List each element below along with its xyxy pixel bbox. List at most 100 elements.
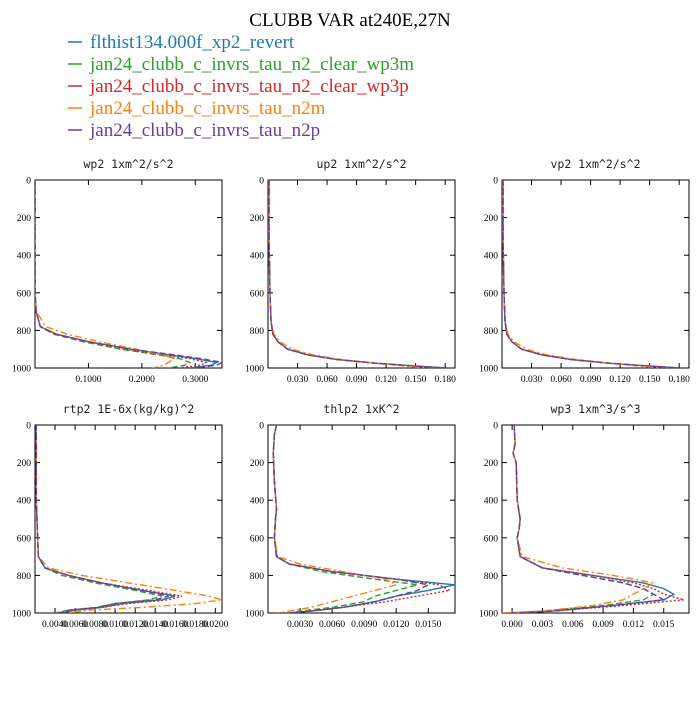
x-tick-label: 0.060 (550, 375, 572, 385)
series-line (502, 180, 670, 368)
series-line (35, 180, 219, 368)
series-line (268, 180, 446, 368)
figure-title: CLUBB VAR at240E,27N (249, 10, 451, 31)
x-tick-label: 0.2000 (129, 375, 155, 385)
y-tick-label: 0 (26, 177, 31, 187)
y-tick-label: 400 (484, 497, 499, 507)
x-tick-label: 0.060 (316, 375, 338, 385)
series-line (35, 425, 169, 613)
y-tick-label: 800 (484, 572, 499, 582)
series-line (502, 180, 680, 368)
x-tick-label: 0.0090 (351, 620, 377, 630)
x-tick-label: 0.0120 (122, 620, 148, 630)
x-tick-label: 0.0180 (182, 620, 208, 630)
series-line (268, 180, 446, 368)
legend-entry: jan24_clubb_c_invrs_tau_n2_clear_wp3m (89, 54, 414, 75)
series-line (35, 180, 222, 368)
y-tick-label: 400 (17, 252, 32, 262)
legend-entry: jan24_clubb_c_invrs_tau_n2p (89, 120, 320, 141)
chart-panel: thlp2 1xK^2 0 200 400 600 800 1000 0.0030 0.0060… (245, 402, 456, 630)
series-line (272, 425, 431, 613)
x-tick-label: 0.006 (562, 620, 584, 630)
series-line (35, 180, 176, 368)
y-tick-label: 400 (484, 252, 499, 262)
panel-title: thlp2 1xK^2 (323, 402, 399, 416)
y-tick-label: 1000 (12, 365, 31, 375)
y-tick-label: 800 (17, 327, 32, 337)
series-line (35, 180, 192, 368)
panel-title: rtp2 1E-6x(kg/kg)^2 (63, 402, 195, 416)
x-tick-label: 0.180 (434, 375, 456, 385)
y-tick-label: 400 (250, 252, 265, 262)
x-tick-label: 0.180 (668, 375, 690, 385)
series-line (512, 425, 666, 613)
x-tick-label: 0.0060 (319, 620, 345, 630)
y-tick-label: 200 (250, 214, 265, 224)
y-tick-label: 0 (493, 177, 498, 187)
panel-title: up2 1xm^2/s^2 (316, 157, 406, 171)
series-line (502, 180, 660, 368)
legend-entry: jan24_clubb_c_invrs_tau_n2_clear_wp3p (89, 76, 409, 97)
y-tick-label: 200 (484, 459, 499, 469)
y-tick-label: 1000 (245, 365, 264, 375)
x-tick-label: 0.0060 (62, 620, 88, 630)
y-tick-label: 200 (17, 459, 32, 469)
x-tick-label: 0.030 (521, 375, 543, 385)
x-tick-label: 0.000 (501, 620, 523, 630)
plot-frame (501, 424, 690, 614)
x-tick-label: 0.009 (592, 620, 614, 630)
series-line (268, 180, 436, 368)
y-tick-label: 0 (259, 422, 264, 432)
y-tick-label: 600 (484, 289, 499, 299)
chart-panel: rtp2 1E-6x(kg/kg)^2 0 200 400 600 800 1000 0.00… (12, 402, 229, 630)
y-tick-label: 400 (250, 497, 265, 507)
x-tick-label: 0.0080 (82, 620, 108, 630)
x-tick-label: 0.3000 (182, 375, 208, 385)
x-tick-label: 0.0140 (142, 620, 168, 630)
chart-panel: vp2 1xm^2/s^2 0 200 400 600 800 1000 0.030 0.060… (479, 157, 690, 385)
y-tick-label: 600 (484, 534, 499, 544)
y-tick-label: 0 (26, 422, 31, 432)
x-tick-label: 0.0040 (42, 620, 68, 630)
chart-panel: wp2 1xm^2/s^2 0 200 400 600 800 1000 0.1000 0.20… (12, 157, 223, 385)
y-tick-label: 0 (493, 422, 498, 432)
series-line (35, 425, 183, 613)
legend-entry: flthist134.000f_xp2_revert (90, 32, 295, 53)
panel-title: wp2 1xm^2/s^2 (83, 157, 173, 171)
x-tick-label: 0.003 (532, 620, 554, 630)
x-tick-label: 0.0100 (102, 620, 128, 630)
y-tick-label: 800 (484, 327, 499, 337)
series-line (502, 180, 680, 368)
series-line (272, 425, 399, 613)
y-tick-label: 600 (250, 534, 265, 544)
series-line (268, 180, 446, 368)
x-tick-label: 0.1000 (75, 375, 101, 385)
y-tick-label: 600 (250, 289, 265, 299)
x-tick-label: 0.150 (405, 375, 427, 385)
chart-panel: up2 1xm^2/s^2 0 200 400 600 800 1000 0.030 0.060… (245, 157, 456, 385)
y-tick-label: 200 (250, 459, 265, 469)
x-tick-label: 0.150 (639, 375, 661, 385)
series-line (512, 425, 656, 613)
y-tick-label: 1000 (479, 610, 498, 620)
plot-frame (267, 424, 456, 614)
x-tick-label: 0.090 (580, 375, 602, 385)
y-tick-label: 200 (484, 214, 499, 224)
x-tick-label: 0.0200 (202, 620, 228, 630)
series-line (512, 425, 685, 613)
series-line (35, 180, 208, 368)
series-line (272, 425, 418, 613)
x-tick-label: 0.0030 (287, 620, 313, 630)
y-tick-label: 1000 (12, 610, 31, 620)
x-tick-label: 0.120 (375, 375, 397, 385)
y-tick-label: 200 (17, 214, 32, 224)
series-line (268, 180, 426, 368)
plot-frame (501, 179, 690, 369)
y-tick-label: 600 (17, 289, 32, 299)
y-tick-label: 0 (259, 177, 264, 187)
x-tick-label: 0.0120 (383, 620, 409, 630)
y-tick-label: 1000 (479, 365, 498, 375)
